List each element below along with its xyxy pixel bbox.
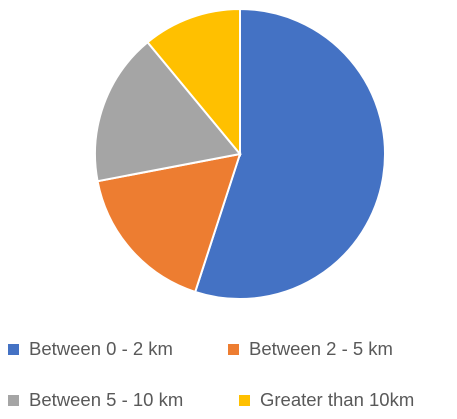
pie-slice-2 <box>94 40 242 183</box>
legend-swatch-blue <box>8 343 19 355</box>
legend-label-3: Greater than 10km <box>260 389 415 410</box>
pie-slice-3 <box>146 7 241 157</box>
pie-slice-0 <box>193 7 386 300</box>
legend-item-2: Between 5 - 10 km <box>8 389 183 411</box>
legend-swatch-orange <box>228 343 239 355</box>
legend-item-0: Between 0 - 2 km <box>8 338 173 360</box>
legend-item-3: Greater than 10km <box>239 389 414 411</box>
legend-swatch-gray <box>8 394 19 406</box>
legend-label-2: Between 5 - 10 km <box>29 389 184 410</box>
pie-slice-1 <box>96 152 242 294</box>
legend-label-0: Between 0 - 2 km <box>29 338 173 359</box>
legend-item-1: Between 2 - 5 km <box>228 338 393 360</box>
legend-label-1: Between 2 - 5 km <box>249 338 393 359</box>
legend-swatch-yellow <box>239 394 250 406</box>
